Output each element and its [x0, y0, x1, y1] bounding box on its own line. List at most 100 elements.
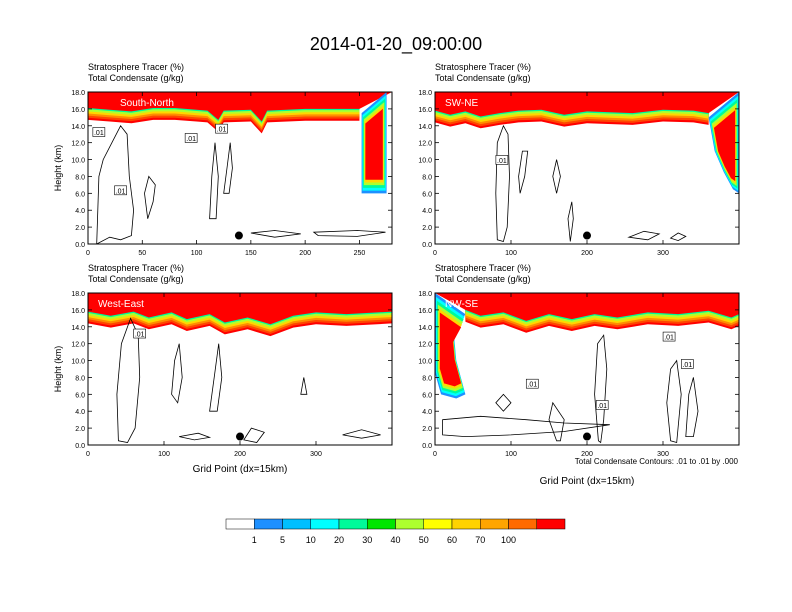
- y-axis-label: Height (km): [53, 145, 63, 192]
- y-tick-label: 4.0: [422, 208, 432, 215]
- x-axis-label: Grid Point (dx=15km): [193, 464, 288, 475]
- contour-label-box: [114, 185, 127, 196]
- y-tick-label: 8.0: [75, 174, 85, 181]
- contour-label-box: [133, 328, 146, 339]
- contour-label: .01: [497, 158, 507, 165]
- panel-header-2: Total Condensate (g/kg): [88, 274, 184, 284]
- tracer-core: [435, 293, 739, 321]
- y-axis-label: Height (km): [53, 346, 63, 393]
- y-tick-label: 16.0: [71, 308, 85, 315]
- condensate-contour: [312, 230, 386, 237]
- colorbar-label: 70: [475, 535, 485, 545]
- contour-label: .01: [682, 362, 692, 369]
- condensate-contour: [552, 159, 561, 194]
- x-tick-label: 0: [86, 250, 90, 257]
- y-tick-label: 2.0: [422, 225, 432, 232]
- y-tick-label: 8.0: [75, 375, 85, 382]
- condensate-contour: [250, 230, 301, 238]
- colorbar-swatch: [282, 518, 311, 530]
- x-tick-label: 100: [191, 250, 203, 257]
- x-tick-label: 100: [505, 250, 517, 257]
- colorbar-swatch: [536, 518, 566, 530]
- condensate-contour: [567, 201, 574, 242]
- figure-title: 2014-01-20_09:00:00: [310, 34, 482, 55]
- contour-label-box: [184, 133, 198, 143]
- y-tick-label: 8.0: [422, 375, 432, 382]
- contour-label: .01: [527, 382, 537, 389]
- panel-label: SW-NE: [445, 98, 478, 109]
- colorbar-swatch: [451, 518, 481, 530]
- condensate-contour: [171, 343, 183, 404]
- panel-header-1: Stratosphere Tracer (%): [88, 62, 184, 72]
- y-tick-label: 10.0: [71, 359, 85, 366]
- y-tick-label: 12.0: [418, 141, 432, 148]
- colorbar-label: 50: [419, 535, 429, 545]
- panel-label: South-North: [120, 98, 174, 109]
- panel-label: NW-SE: [445, 299, 478, 310]
- x-tick-label: 200: [581, 250, 593, 257]
- y-tick-label: 14.0: [418, 325, 432, 332]
- condensate-contour: [209, 142, 219, 220]
- condensate-contour: [179, 432, 212, 441]
- x-tick-label: 200: [299, 250, 311, 257]
- location-marker: [236, 432, 244, 441]
- y-tick-label: 10.0: [418, 359, 432, 366]
- x-tick-label: 100: [158, 451, 170, 458]
- condensate-contour: [548, 401, 565, 442]
- condensate-contour: [685, 377, 699, 437]
- panel-0: .01 .01 .01 .01 South-North Stratosphere Trac…: [53, 62, 393, 257]
- contour-label: .01: [94, 130, 104, 137]
- tracer-core: [88, 92, 392, 122]
- contour-label: .01: [217, 127, 227, 134]
- x-tick-label: 0: [433, 451, 437, 458]
- panel-header-1: Stratosphere Tracer (%): [88, 263, 184, 273]
- condensate-contour: [495, 393, 512, 412]
- x-tick-label: 300: [657, 250, 669, 257]
- contour-label: .01: [186, 136, 196, 143]
- x-tick-label: 150: [245, 250, 257, 257]
- intrusion-layer: [439, 312, 462, 387]
- contour-label: .01: [116, 188, 126, 195]
- y-tick-label: 12.0: [71, 342, 85, 349]
- location-marker: [234, 231, 243, 240]
- x-tick-label: 300: [310, 451, 322, 458]
- contour-label: .01: [135, 332, 145, 339]
- y-tick-label: 16.0: [418, 308, 432, 315]
- contour-label-box: [595, 400, 609, 410]
- colorbar-label: 40: [390, 535, 400, 545]
- colorbar-swatch: [338, 518, 368, 530]
- y-tick-label: 6.0: [422, 392, 432, 399]
- panel-3: .01 .01 .01 .01 NW-SE Stratosphere Tracer (%)…: [418, 263, 740, 487]
- colorbar: 1 5 10 20 30 40 50 60 70 100: [225, 518, 566, 545]
- colorbar-label: 1: [252, 535, 257, 545]
- x-tick-label: 50: [138, 250, 146, 257]
- contour-label: .01: [597, 403, 607, 410]
- contour-label-box: [215, 123, 228, 134]
- y-tick-label: 8.0: [422, 174, 432, 181]
- y-tick-label: 0.0: [422, 242, 432, 249]
- y-tick-label: 0.0: [422, 443, 432, 450]
- y-tick-label: 14.0: [71, 325, 85, 332]
- y-tick-label: 4.0: [422, 409, 432, 416]
- colorbar-label: 60: [447, 535, 457, 545]
- colorbar-swatch: [480, 518, 509, 530]
- colorbar-swatch: [367, 518, 396, 530]
- panel-header-2: Total Condensate (g/kg): [435, 73, 531, 83]
- panel-label: West-East: [98, 299, 144, 310]
- tracer-core: [88, 293, 392, 325]
- colorbar-swatch: [508, 518, 537, 530]
- y-tick-label: 6.0: [75, 392, 85, 399]
- colorbar-swatch: [310, 518, 340, 530]
- colorbar-label: 10: [306, 535, 316, 545]
- y-tick-label: 10.0: [418, 158, 432, 165]
- colorbar-swatch: [254, 518, 283, 530]
- y-tick-label: 16.0: [71, 107, 85, 114]
- contour-label-box: [495, 155, 509, 165]
- y-tick-label: 0.0: [75, 242, 85, 249]
- panel-header-1: Stratosphere Tracer (%): [435, 62, 531, 72]
- contour-label-box: [681, 359, 694, 369]
- colorbar-label: 100: [501, 535, 516, 545]
- y-tick-label: 2.0: [75, 426, 85, 433]
- condensate-contour: [518, 150, 529, 194]
